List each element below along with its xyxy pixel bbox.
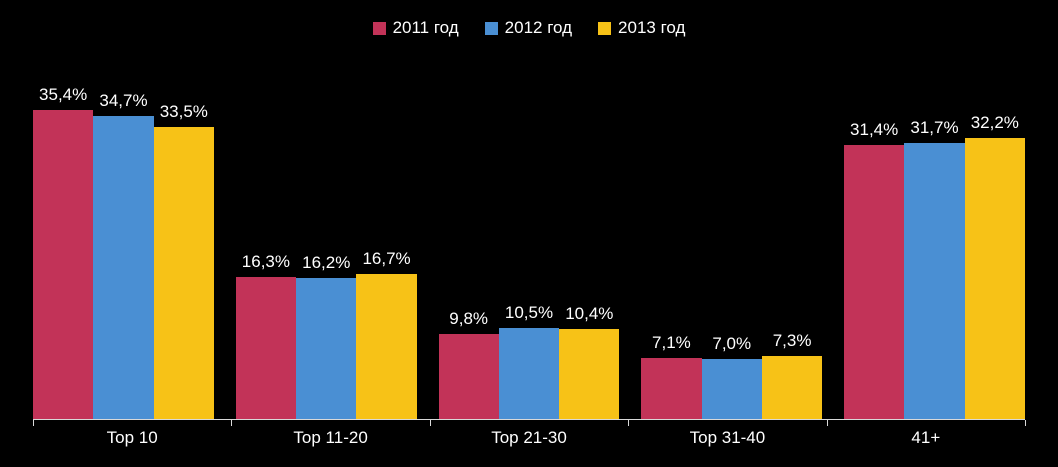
axis-tick [231, 420, 233, 426]
bar-series-1-category-2: 10,5% [498, 303, 560, 420]
bar-value-label: 7,3% [772, 331, 812, 351]
bar-value-label: 33,5% [159, 101, 208, 121]
bar-series-2-category-0: 33,5% [153, 102, 214, 420]
axis-tick [628, 420, 630, 426]
bar-series-2-category-2: 10,4% [559, 304, 620, 420]
legend-item-0: 2011 год [372, 18, 459, 38]
axis-tick [826, 420, 828, 426]
bar-series-2-category-3: 7,3% [761, 331, 823, 420]
bar-group-3: 7,1% 7,0% 7,3% [641, 70, 823, 420]
legend-swatch-icon [598, 21, 612, 35]
x-axis-ticks [33, 420, 1026, 426]
legend-item-2: 2013 год [598, 18, 685, 38]
bar-series-1-category-4: 31,7% [904, 118, 965, 420]
x-axis-label-4: 41+ [911, 428, 941, 447]
legend-label: 2013 год [618, 18, 686, 37]
bar-group-2: 9,8% 10,5% 10,4% [438, 70, 620, 420]
legend-swatch-icon [372, 21, 386, 35]
bar-value-label: 10,5% [504, 303, 554, 323]
bar-value-label: 9,8% [449, 309, 489, 329]
x-axis-label-3: Top 31-40 [689, 428, 766, 447]
plot-area: 35,4% 34,7% 33,5% 16,3% 16,2% 16,7% 9,8% 10,5% 1… [33, 70, 1025, 420]
x-axis-line [33, 419, 1025, 420]
bar-value-label: 16,3% [241, 252, 291, 272]
bar-series-0-category-2: 9,8% [438, 309, 499, 420]
bar-series-0-category-0: 35,4% [33, 85, 94, 420]
bar-series-1-category-1: 16,2% [296, 253, 357, 420]
x-axis-labels: Top 10 Top 11-20 Top 21-30 Top 31-40 41+ [33, 428, 1025, 448]
legend-item-1: 2012 год [484, 18, 573, 38]
bar-series-0-category-4: 31,4% [844, 120, 905, 420]
bar-value-label: 34,7% [99, 91, 148, 111]
bar-series-0-category-1: 16,3% [235, 252, 297, 420]
axis-tick [429, 420, 431, 426]
x-axis-label-0: Top 10 [106, 428, 158, 447]
bar-value-label: 7,1% [652, 332, 691, 352]
bar-value-label: 7,0% [712, 333, 752, 353]
x-axis-label-2: Top 21-30 [491, 428, 567, 447]
bar-value-label: 10,4% [565, 304, 614, 323]
bar-value-label: 32,2% [970, 113, 1019, 133]
legend-label: 2011 год [392, 18, 459, 37]
bar-value-label: 31,4% [850, 120, 899, 140]
legend-swatch-icon [484, 21, 498, 35]
axis-tick [1025, 420, 1026, 426]
bar-value-label: 16,7% [362, 248, 411, 268]
bar-value-label: 16,2% [302, 253, 351, 273]
bar-group-4: 31,4% 31,7% 32,2% [844, 70, 1025, 420]
chart-legend: 2011 год 2012 год 2013 год [0, 18, 1058, 38]
bar-group-0: 35,4% 34,7% 33,5% [33, 70, 214, 420]
bar-series-2-category-4: 32,2% [964, 113, 1025, 420]
bar-value-label: 31,7% [910, 117, 959, 137]
bar-group-1: 16,3% 16,2% 16,7% [235, 70, 417, 420]
bar-series-1-category-0: 34,7% [93, 91, 154, 420]
bar-value-label: 35,4% [39, 85, 88, 105]
bar-series-0-category-3: 7,1% [641, 333, 702, 420]
bar-series-1-category-3: 7,0% [701, 334, 762, 420]
legend-label: 2012 год [504, 18, 573, 37]
bar-series-2-category-1: 16,7% [356, 249, 417, 420]
x-axis-label-1: Top 11-20 [293, 428, 368, 447]
axis-tick [33, 420, 34, 426]
